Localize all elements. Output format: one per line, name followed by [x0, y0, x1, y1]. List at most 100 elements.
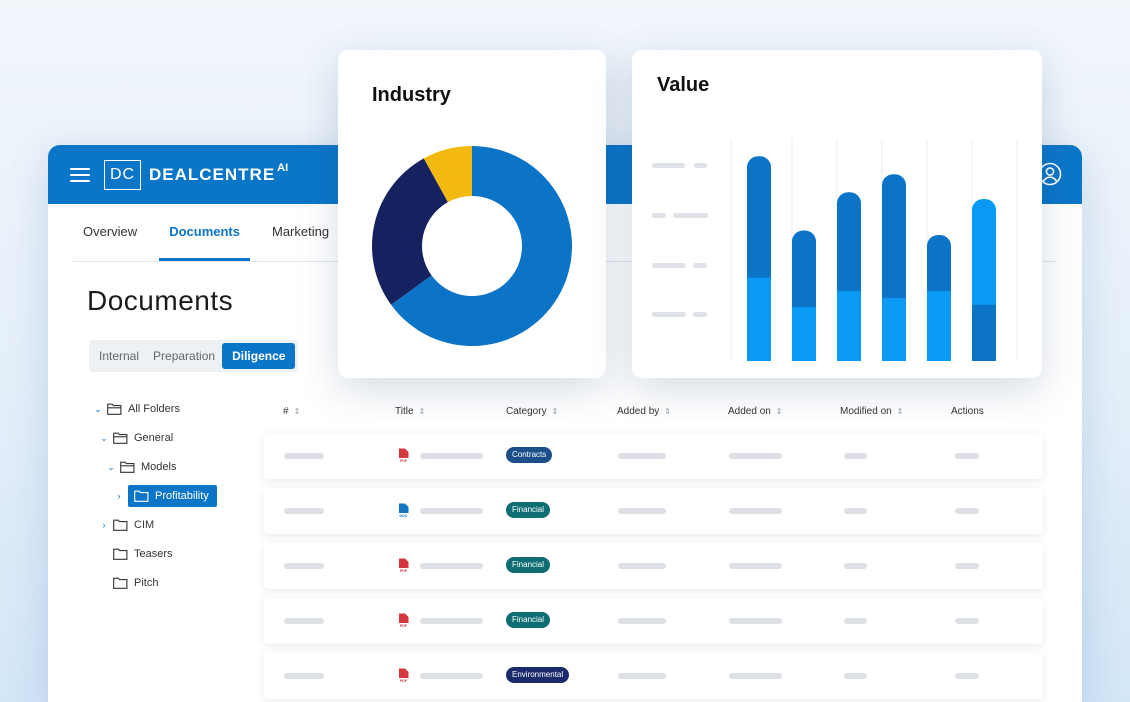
tree-item-label: Pitch [134, 577, 159, 589]
sort-icon[interactable]: ⇕ [551, 407, 559, 416]
bar-4 [927, 235, 951, 361]
table-row[interactable]: PDF Financial [264, 543, 1043, 589]
y-tick-placeholder [652, 163, 685, 168]
segment-preparation[interactable]: Preparation [153, 349, 216, 363]
tree-item-models[interactable]: ⌄ Models [106, 456, 176, 478]
doc-file-icon[interactable]: DOC [398, 503, 409, 518]
placeholder-text [955, 563, 979, 569]
placeholder-text [618, 508, 666, 514]
category-badge: Financial [506, 557, 551, 573]
tab-overview[interactable]: Overview [83, 224, 138, 239]
category-badge: Environmental [506, 667, 570, 683]
tree-item-label: Teasers [134, 548, 173, 560]
logo-badge: DC [104, 159, 141, 190]
pdf-file-icon[interactable]: PDF [398, 448, 409, 463]
y-tick-placeholder [652, 312, 686, 317]
column-header-title[interactable]: Title ⇕ [395, 406, 425, 417]
placeholder-text [284, 673, 324, 679]
svg-text:PDF: PDF [400, 459, 408, 463]
bar-3 [882, 174, 906, 361]
table-row[interactable]: DOC Financial [264, 488, 1043, 534]
pdf-file-icon[interactable]: PDF [398, 668, 409, 683]
segment-diligence[interactable]: Diligence [222, 343, 296, 369]
placeholder-text [618, 563, 666, 569]
y-tick-placeholder [673, 213, 708, 218]
chevron-down-icon[interactable]: ⌄ [94, 403, 102, 414]
bar-bottom-segment [792, 307, 816, 361]
placeholder-text [955, 508, 979, 514]
tab-documents[interactable]: Documents [159, 204, 250, 261]
menu-icon[interactable] [70, 167, 90, 182]
chevron-right-icon[interactable]: › [102, 520, 106, 530]
y-tick-placeholder [693, 263, 707, 268]
table-row[interactable]: PDF Contracts [264, 433, 1043, 479]
chevron-down-icon[interactable]: ⌄ [107, 461, 115, 472]
tree-item-teasers[interactable]: Teasers [113, 543, 173, 565]
column-header-added-by[interactable]: Added by ⇕ [617, 406, 671, 417]
sort-icon[interactable]: ⇕ [775, 407, 783, 416]
table-header: # ⇕ Title ⇕ Category ⇕ Added by ⇕ Added on ⇕ … [263, 402, 1043, 422]
sort-icon[interactable]: ⇕ [418, 407, 426, 416]
placeholder-text [284, 453, 324, 459]
value-card-title: Value [657, 74, 710, 96]
table-row[interactable]: PDF Financial [264, 598, 1043, 644]
tree-item-general[interactable]: ⌄ General [99, 427, 173, 449]
column-label: Modified on [840, 406, 892, 417]
tree-item-label: All Folders [128, 403, 180, 415]
y-tick-placeholder [652, 213, 666, 218]
table-row[interactable]: PDF Environmental [264, 653, 1043, 699]
logo-name: DEALCENTRE [149, 164, 276, 184]
tree-item-cim[interactable]: › CIM [99, 514, 155, 536]
tree-item-label: Models [141, 461, 177, 473]
column-header-number[interactable]: # ⇕ [283, 406, 300, 417]
pdf-file-icon[interactable]: PDF [398, 613, 409, 628]
value-bar-chart [652, 140, 1018, 361]
tree-item-profitability[interactable]: › Profitability [114, 485, 217, 507]
brand-logo[interactable]: DC DEALCENTRE AI [104, 159, 288, 190]
category-badge: Financial [506, 502, 551, 518]
placeholder-text [955, 453, 979, 459]
folder-open-icon [107, 403, 122, 415]
column-header-category[interactable]: Category ⇕ [506, 406, 558, 417]
chevron-down-icon[interactable]: ⌄ [100, 432, 108, 443]
column-label: Title [395, 406, 414, 417]
segment-internal[interactable]: Internal [99, 349, 140, 363]
selected-folder[interactable]: Profitability [128, 485, 217, 507]
folder-icon [113, 577, 128, 589]
svg-text:PDF: PDF [400, 679, 408, 683]
column-label: Category [506, 406, 547, 417]
y-tick-placeholder [694, 163, 707, 168]
folder-open-icon [120, 461, 135, 473]
bar-0 [747, 156, 771, 361]
bar-bottom-segment [972, 304, 996, 361]
tree-item-all-folders[interactable]: ⌄ All Folders [93, 398, 180, 420]
column-header-actions: Actions [951, 406, 984, 417]
chevron-right-icon[interactable]: › [117, 491, 121, 501]
placeholder-text [729, 618, 782, 624]
tab-marketing[interactable]: Marketing [271, 224, 330, 239]
bar-2 [837, 192, 861, 361]
placeholder-text [420, 673, 483, 679]
svg-text:PDF: PDF [400, 624, 408, 628]
tree-item-pitch[interactable]: Pitch [113, 572, 158, 594]
donut-slice-0 [391, 146, 572, 346]
bar-bottom-segment [882, 298, 906, 361]
placeholder-text [844, 618, 867, 624]
column-label: Added by [617, 406, 660, 417]
sort-icon[interactable]: ⇕ [293, 407, 301, 416]
placeholder-text [618, 673, 666, 679]
placeholder-text [618, 453, 666, 459]
folder-icon [113, 548, 128, 560]
sort-icon[interactable]: ⇕ [664, 407, 671, 416]
placeholder-text [729, 508, 782, 514]
sort-icon[interactable]: ⇕ [896, 407, 904, 416]
column-header-modified-on[interactable]: Modified on ⇕ [840, 406, 903, 417]
pdf-file-icon[interactable]: PDF [398, 558, 409, 573]
column-header-added-on[interactable]: Added on ⇕ [728, 406, 783, 417]
donut-slice-2 [423, 146, 472, 203]
bar-1 [792, 230, 816, 361]
svg-text:PDF: PDF [400, 569, 408, 573]
placeholder-text [955, 673, 979, 679]
placeholder-text [844, 453, 867, 459]
column-label: Actions [951, 406, 984, 417]
